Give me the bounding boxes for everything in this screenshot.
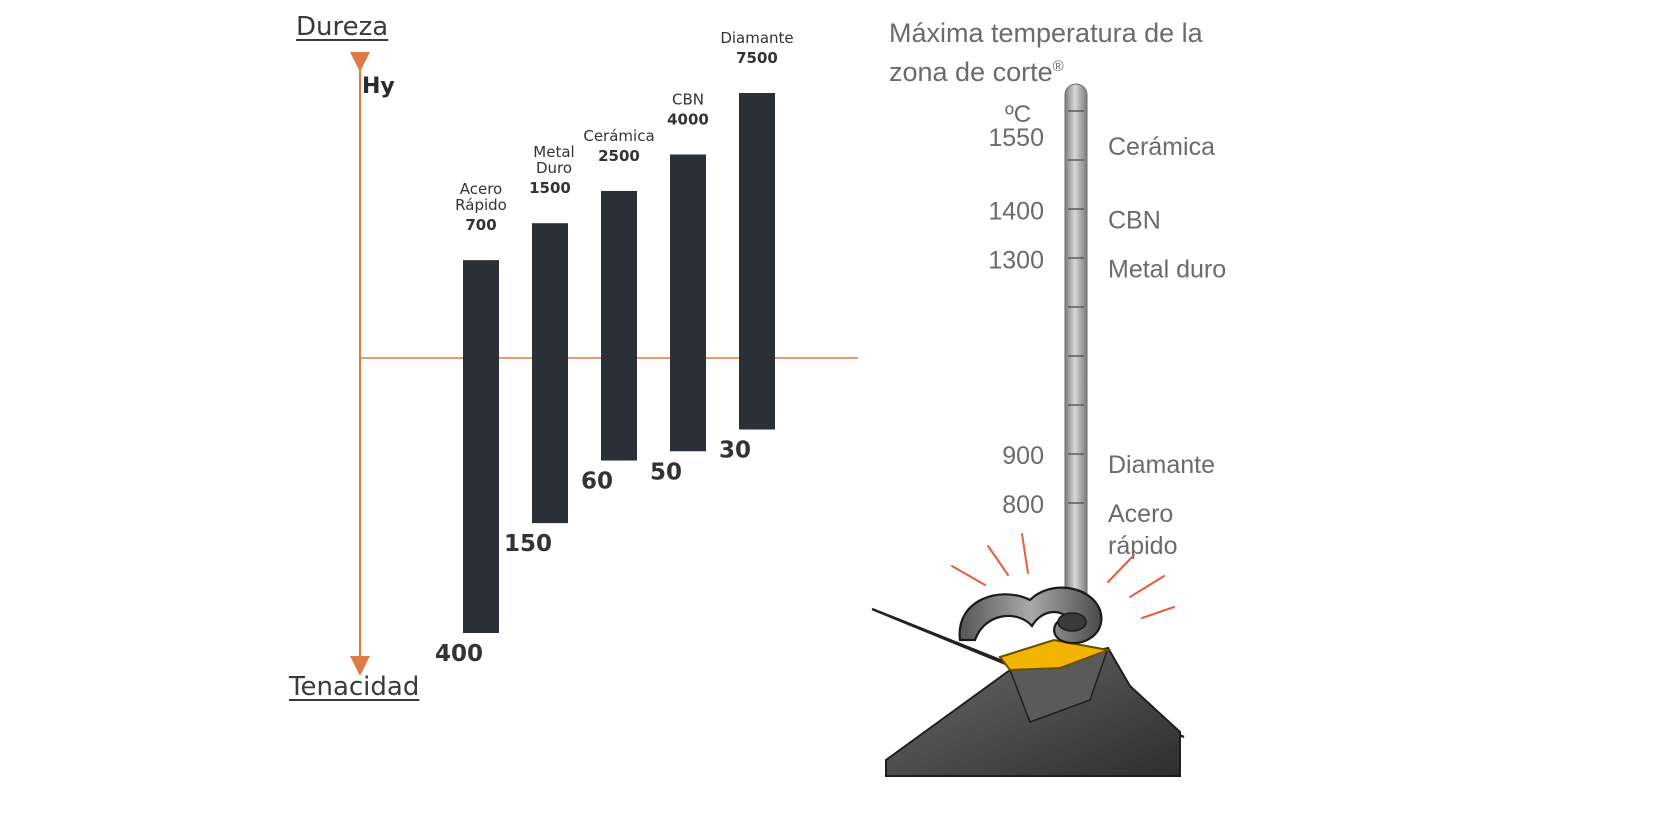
bar-acero-rápido [463,260,499,633]
spark [1141,606,1175,619]
axis-title-tenacidad: Tenacidad [289,672,420,702]
category-label: Acero [460,180,503,198]
toughness-value-label: 60 [581,469,613,495]
hardness-value-label: 700 [465,216,496,234]
sparks [951,533,1175,619]
chip-hole [1057,612,1087,632]
category-label: Cerámica [583,127,654,145]
temperature-tick-label: 1550 [988,124,1044,152]
thermometer-title-line2: zona de corte® [889,57,1064,87]
spark [1021,533,1029,574]
toughness-value-label: 150 [504,531,552,557]
toughness-value-label: 400 [435,641,483,667]
bar-cerámica [601,190,637,461]
thermometer-stem [1064,83,1088,605]
material-label: Cerámica [1108,133,1215,161]
spark [1107,554,1135,583]
temperature-unit: ºC [1005,101,1031,128]
spark [1129,575,1165,598]
registered-mark: ® [1052,58,1064,75]
category-label: Rápido [455,196,507,214]
spark [987,545,1009,576]
thermometer-title-line1: Máxima temperatura de la [889,18,1203,48]
material-label: rápido [1108,532,1178,560]
material-label: Acero [1108,500,1173,528]
temperature-tick-label: 800 [1002,491,1044,519]
material-label: CBN [1108,206,1161,234]
thermometer-ticks [1068,110,1084,504]
category-label: Diamante [720,29,793,47]
hardness-value-label: 2500 [598,147,640,165]
temperature-tick-label: 1300 [988,246,1044,274]
category-label: CBN [672,90,704,108]
cutting-tool-illustration [871,533,1185,777]
temperature-tick-label: 900 [1002,442,1044,470]
category-label: Metal [533,143,574,161]
spark [951,565,986,586]
bar-diamante [739,93,775,430]
hardness-value-label: 1500 [529,179,571,197]
toughness-value-label: 50 [650,459,682,485]
cutting-insert-icon [998,638,1112,672]
axis-title-dureza: Dureza [296,12,389,42]
bar-metal-duro [532,223,568,524]
toughness-value-label: 30 [719,438,751,464]
hardness-value-label: 4000 [667,110,709,128]
thermometer-title: Máxima temperatura de la zona de corte® [889,16,1203,89]
category-label: Duro [536,159,572,177]
temperature-tick-label: 1400 [988,197,1044,225]
thermometer [1064,83,1088,605]
material-label: Diamante [1108,451,1215,479]
bar-cbn [670,154,706,452]
hardness-value-label: 7500 [736,49,778,67]
material-label: Metal duro [1108,255,1226,283]
